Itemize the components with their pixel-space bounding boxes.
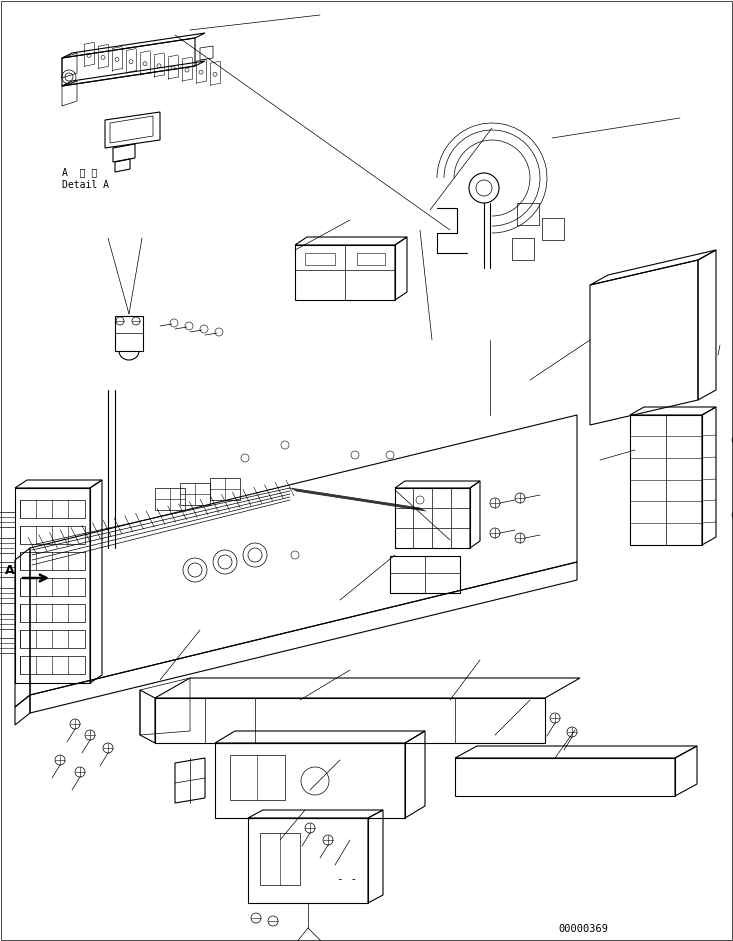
- Bar: [260, 833, 300, 885]
- Bar: [230, 755, 285, 800]
- Text: A: A: [5, 564, 15, 577]
- Text: - -: - -: [337, 874, 357, 884]
- Bar: [357, 253, 385, 265]
- Text: 00000369: 00000369: [558, 924, 608, 934]
- Bar: [305, 253, 335, 265]
- Text: Detail A: Detail A: [62, 180, 109, 190]
- Text: A  詳 細: A 詳 細: [62, 167, 97, 177]
